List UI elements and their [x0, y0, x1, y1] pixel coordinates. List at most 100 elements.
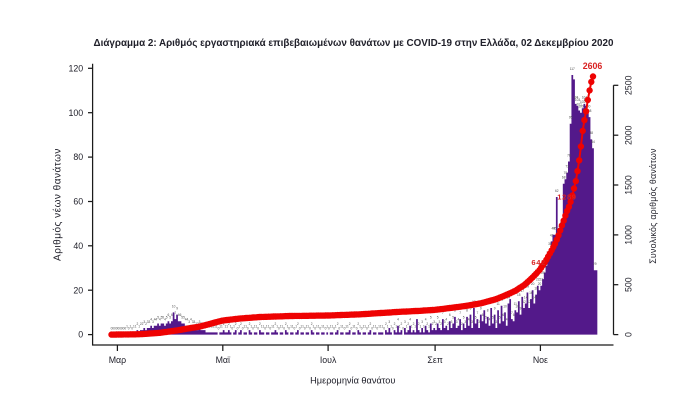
- svg-text:0: 0: [118, 327, 120, 331]
- svg-text:6: 6: [449, 313, 451, 317]
- svg-text:3: 3: [444, 320, 446, 324]
- svg-text:40: 40: [73, 241, 83, 251]
- svg-text:2: 2: [401, 322, 403, 326]
- svg-text:17: 17: [521, 289, 525, 293]
- svg-text:0: 0: [325, 327, 327, 331]
- svg-text:2: 2: [394, 322, 396, 326]
- svg-text:42: 42: [550, 233, 554, 237]
- svg-text:11: 11: [496, 302, 500, 306]
- svg-text:3: 3: [433, 320, 435, 324]
- svg-text:5: 5: [161, 315, 163, 319]
- svg-text:6: 6: [168, 313, 170, 317]
- svg-text:1: 1: [323, 324, 325, 328]
- svg-text:1: 1: [321, 324, 323, 328]
- svg-text:2: 2: [407, 322, 409, 326]
- svg-text:4: 4: [425, 318, 427, 322]
- svg-text:2: 2: [337, 322, 339, 326]
- svg-text:9: 9: [480, 307, 482, 311]
- svg-text:3: 3: [471, 320, 473, 324]
- svg-text:29: 29: [593, 262, 597, 266]
- svg-text:1: 1: [390, 324, 392, 328]
- svg-text:4: 4: [159, 318, 161, 322]
- svg-text:0: 0: [383, 327, 385, 331]
- svg-text:2: 2: [435, 322, 437, 326]
- svg-text:4: 4: [187, 318, 189, 322]
- svg-text:4: 4: [489, 318, 491, 322]
- svg-text:1: 1: [292, 324, 294, 328]
- svg-text:0: 0: [128, 327, 130, 331]
- svg-text:1: 1: [330, 324, 332, 328]
- svg-text:1: 1: [307, 324, 309, 328]
- svg-text:1: 1: [375, 324, 377, 328]
- svg-text:11: 11: [514, 302, 518, 306]
- svg-text:1: 1: [326, 324, 328, 328]
- svg-text:2: 2: [311, 322, 313, 326]
- svg-text:60: 60: [73, 197, 83, 207]
- svg-text:4: 4: [458, 318, 460, 322]
- svg-text:0: 0: [112, 327, 114, 331]
- svg-text:1: 1: [306, 324, 308, 328]
- svg-text:0: 0: [294, 327, 296, 331]
- svg-text:1: 1: [414, 324, 416, 328]
- svg-text:3: 3: [152, 320, 154, 324]
- svg-text:10: 10: [172, 304, 176, 308]
- svg-text:0: 0: [218, 327, 220, 331]
- svg-text:2: 2: [385, 322, 387, 326]
- svg-text:100: 100: [585, 105, 591, 109]
- svg-text:2: 2: [297, 322, 299, 326]
- svg-text:3: 3: [149, 320, 151, 324]
- svg-text:0: 0: [116, 327, 118, 331]
- svg-text:5: 5: [181, 315, 183, 319]
- svg-text:0: 0: [247, 327, 249, 331]
- svg-text:62: 62: [555, 189, 559, 193]
- svg-text:2: 2: [432, 322, 434, 326]
- svg-text:2: 2: [357, 322, 359, 326]
- svg-text:0: 0: [114, 327, 116, 331]
- svg-text:1: 1: [266, 324, 268, 328]
- svg-text:1: 1: [411, 324, 413, 328]
- svg-text:2: 2: [223, 322, 225, 326]
- svg-text:6: 6: [180, 313, 182, 317]
- svg-text:2: 2: [249, 322, 251, 326]
- svg-text:12: 12: [522, 300, 526, 304]
- svg-text:1: 1: [373, 324, 375, 328]
- svg-text:5: 5: [475, 315, 477, 319]
- svg-text:0: 0: [119, 327, 121, 331]
- svg-text:4: 4: [150, 318, 152, 322]
- svg-text:2: 2: [145, 322, 147, 326]
- svg-text:6: 6: [171, 313, 173, 317]
- svg-text:3: 3: [464, 320, 466, 324]
- svg-text:3: 3: [496, 320, 498, 324]
- svg-text:8: 8: [466, 309, 468, 313]
- svg-text:5: 5: [452, 315, 454, 319]
- svg-text:1: 1: [276, 324, 278, 328]
- svg-text:1: 1: [354, 324, 356, 328]
- svg-text:1: 1: [368, 324, 370, 328]
- svg-text:1: 1: [216, 324, 218, 328]
- svg-text:14: 14: [507, 295, 511, 299]
- svg-text:0: 0: [269, 327, 271, 331]
- svg-text:1: 1: [233, 324, 235, 328]
- svg-text:Ιουλ: Ιουλ: [320, 355, 337, 365]
- svg-text:3: 3: [388, 320, 390, 324]
- svg-text:0: 0: [361, 327, 363, 331]
- svg-text:3: 3: [478, 320, 480, 324]
- svg-text:4: 4: [468, 318, 470, 322]
- svg-text:14: 14: [524, 295, 528, 299]
- svg-text:2: 2: [418, 322, 420, 326]
- svg-text:98: 98: [588, 109, 592, 113]
- svg-text:1: 1: [214, 324, 216, 328]
- svg-text:1: 1: [364, 324, 366, 328]
- svg-text:0: 0: [252, 327, 254, 331]
- svg-text:117: 117: [570, 67, 575, 71]
- svg-text:3: 3: [451, 320, 453, 324]
- svg-text:1: 1: [382, 324, 384, 328]
- svg-text:1: 1: [318, 324, 320, 328]
- svg-text:0: 0: [376, 327, 378, 331]
- svg-text:1: 1: [335, 324, 337, 328]
- svg-text:1: 1: [126, 324, 128, 328]
- svg-text:4: 4: [397, 318, 399, 322]
- svg-text:0: 0: [309, 327, 311, 331]
- svg-text:0: 0: [328, 327, 330, 331]
- svg-text:68: 68: [562, 176, 566, 180]
